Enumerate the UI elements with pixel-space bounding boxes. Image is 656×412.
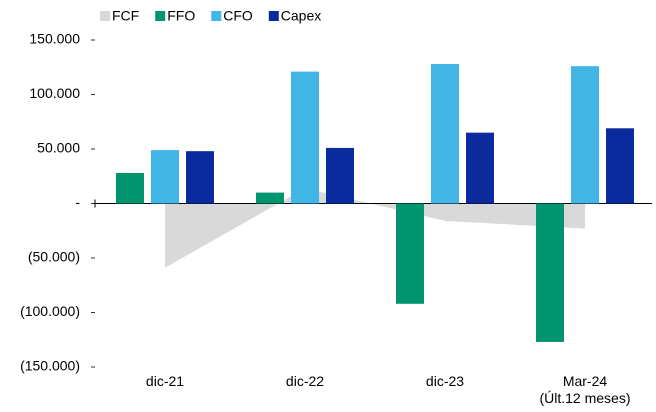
- legend-label: CFO: [223, 8, 253, 24]
- legend-label: FFO: [167, 8, 195, 24]
- legend-swatch: [100, 11, 110, 21]
- bar: [116, 172, 144, 204]
- y-tick-label: -: [75, 194, 80, 210]
- legend-swatch: [155, 11, 166, 21]
- bar: [606, 128, 634, 204]
- y-tick-label: (100.000): [20, 303, 80, 319]
- x-tick-label: dic-21: [145, 373, 185, 389]
- y-tick-label: (150.000): [20, 358, 80, 374]
- bar: [326, 147, 354, 204]
- x-tick-label: dic-22: [285, 373, 325, 389]
- area: [165, 188, 585, 268]
- bar: [151, 150, 179, 204]
- legend-swatch: [211, 11, 222, 21]
- bar: [466, 132, 494, 204]
- bar: [571, 66, 599, 204]
- x-tick-label: dic-23: [425, 373, 465, 389]
- bar: [186, 151, 214, 204]
- x-tick-label: Mar-24 (Últ.12 meses): [539, 373, 631, 406]
- bar: [291, 71, 319, 204]
- bar: [256, 192, 284, 204]
- y-tick-label: 150.000: [29, 31, 80, 47]
- legend-label: Capex: [281, 8, 321, 24]
- y-tick-label: 50.000: [37, 140, 80, 156]
- bar: [536, 203, 564, 342]
- y-tick-label: (50.000): [28, 249, 80, 265]
- bar: [431, 63, 459, 204]
- bar: [396, 203, 424, 304]
- y-tick-label: 100.000: [29, 85, 80, 101]
- legend-swatch: [268, 11, 279, 21]
- legend-label: FCF: [112, 8, 139, 24]
